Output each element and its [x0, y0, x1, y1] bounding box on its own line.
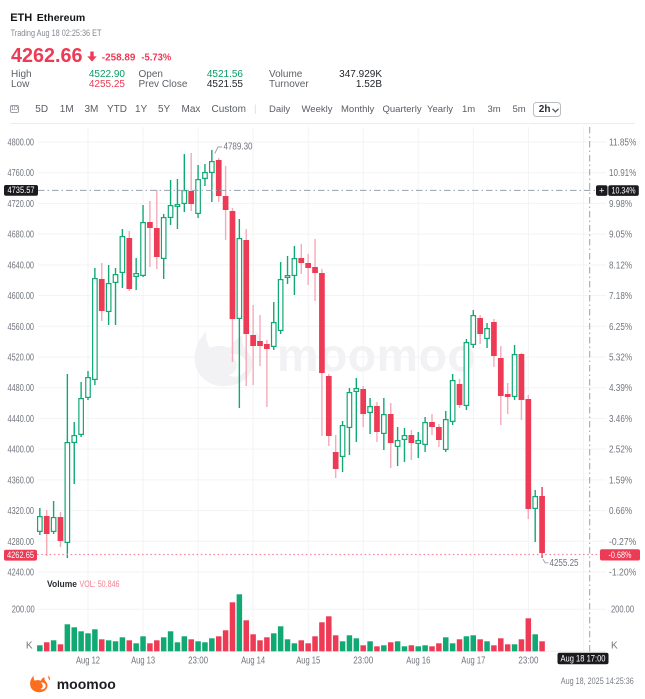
svg-text:8.12%: 8.12% [609, 260, 632, 271]
svg-text:Aug 18, 2025 14:25:36: Aug 18, 2025 14:25:36 [561, 676, 634, 687]
svg-text:5.32%: 5.32% [609, 353, 632, 364]
svg-text:7.18%: 7.18% [609, 291, 632, 302]
svg-text:4800.00: 4800.00 [8, 138, 35, 149]
svg-text:VOL: 50.846: VOL: 50.846 [80, 579, 120, 590]
svg-text:0.66%: 0.66% [609, 506, 632, 517]
svg-text:4735.57: 4735.57 [8, 185, 35, 196]
svg-text:Aug 15: Aug 15 [296, 656, 320, 667]
svg-text:4720.00: 4720.00 [8, 199, 35, 210]
svg-text:4.39%: 4.39% [609, 383, 632, 394]
svg-text:Volume: Volume [47, 579, 77, 590]
svg-text:4480.00: 4480.00 [8, 383, 35, 394]
svg-text:Trading Aug 18 02:25:36 ET: Trading Aug 18 02:25:36 ET [11, 28, 102, 38]
svg-text:4640.00: 4640.00 [8, 260, 35, 271]
svg-text:Aug 13: Aug 13 [131, 656, 155, 667]
svg-text:6.25%: 6.25% [609, 322, 632, 333]
svg-text:4560.00: 4560.00 [8, 322, 35, 333]
svg-text:4400.00: 4400.00 [8, 445, 35, 456]
svg-text:Aug 18 17:00: Aug 18 17:00 [561, 654, 606, 665]
svg-text:K: K [611, 641, 618, 652]
svg-text:-258.89: -258.89 [102, 51, 136, 63]
svg-text:Aug 16: Aug 16 [406, 656, 430, 667]
svg-text:-0.27%: -0.27% [609, 537, 636, 548]
svg-text:4680.00: 4680.00 [8, 230, 35, 241]
svg-text:23:00: 23:00 [518, 656, 538, 667]
svg-text:10.34%: 10.34% [612, 185, 636, 196]
svg-text:4280.00: 4280.00 [8, 537, 35, 548]
svg-text:200.00: 200.00 [12, 605, 35, 616]
svg-text:-1.20%: -1.20% [609, 568, 636, 579]
svg-text:+: + [599, 185, 605, 196]
svg-text:4255.25: 4255.25 [550, 558, 579, 569]
svg-text:3.46%: 3.46% [609, 414, 632, 425]
svg-text:Aug 17: Aug 17 [461, 656, 485, 667]
svg-text:4262.65: 4262.65 [7, 550, 34, 561]
svg-text:Aug 14: Aug 14 [241, 656, 265, 667]
svg-text:4262.66: 4262.66 [11, 45, 83, 66]
svg-text:4440.00: 4440.00 [8, 414, 35, 425]
svg-text:9.98%: 9.98% [609, 199, 632, 210]
svg-text:4789.30: 4789.30 [224, 142, 253, 153]
svg-text:4600.00: 4600.00 [8, 291, 35, 302]
svg-text:10.91%: 10.91% [609, 168, 636, 179]
svg-text:9.05%: 9.05% [609, 230, 632, 241]
svg-text:K: K [26, 641, 33, 652]
svg-text:4760.00: 4760.00 [8, 168, 35, 179]
svg-text:-0.68%: -0.68% [609, 550, 632, 561]
svg-text:-5.73%: -5.73% [141, 51, 171, 63]
svg-text:4240.00: 4240.00 [8, 568, 35, 579]
svg-text:2.52%: 2.52% [609, 445, 632, 456]
svg-text:1.59%: 1.59% [609, 475, 632, 486]
svg-text:4520.00: 4520.00 [8, 353, 35, 364]
svg-text:23:00: 23:00 [353, 656, 373, 667]
svg-text:4320.00: 4320.00 [8, 506, 35, 517]
svg-text:11.85%: 11.85% [609, 138, 636, 149]
svg-text:Aug 12: Aug 12 [76, 656, 100, 667]
svg-text:23:00: 23:00 [188, 656, 208, 667]
svg-text:200.00: 200.00 [611, 605, 634, 616]
svg-text:4360.00: 4360.00 [8, 475, 35, 486]
svg-text:moomoo: moomoo [277, 329, 476, 381]
